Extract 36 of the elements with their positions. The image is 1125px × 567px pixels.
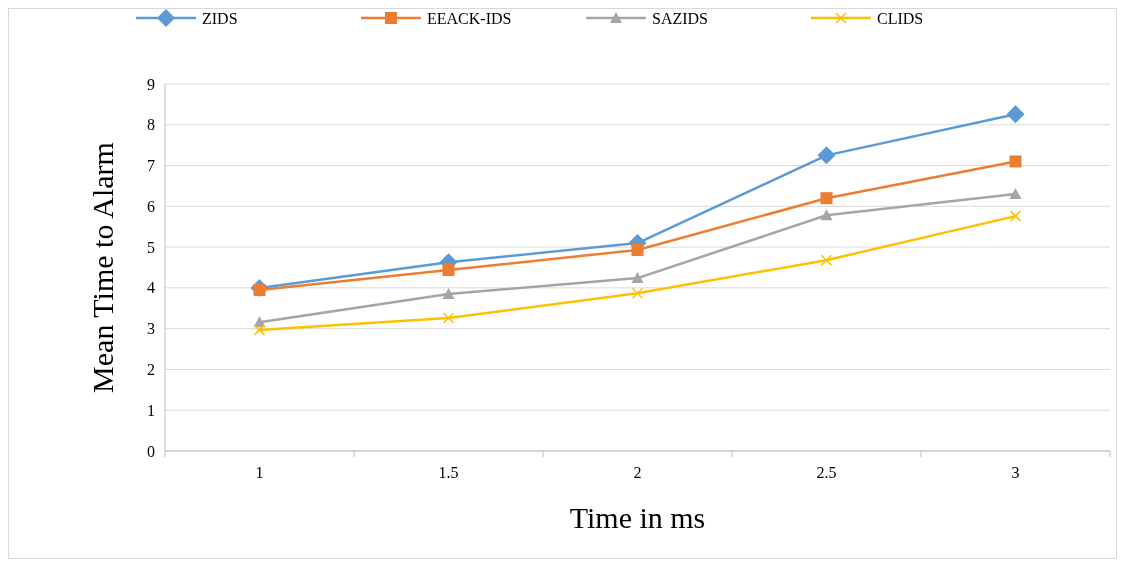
y-tick-label: 2 xyxy=(147,361,155,379)
y-tick-label: 7 xyxy=(147,157,155,175)
y-tick-label: 0 xyxy=(147,442,155,460)
point xyxy=(817,146,836,165)
point xyxy=(442,312,455,324)
x-tick-label: 2 xyxy=(633,464,642,481)
y-axis-title: Mean Time to Alarm xyxy=(86,142,119,393)
x-tick-label: 1.5 xyxy=(438,464,459,481)
y-tick-label: 5 xyxy=(147,238,155,256)
point xyxy=(253,324,266,336)
y-tick-label: 1 xyxy=(147,401,155,419)
x-tick-label: 1 xyxy=(255,464,264,481)
point xyxy=(820,254,833,266)
point xyxy=(1009,155,1022,168)
legend-label: ZIDS xyxy=(202,9,238,27)
y-tick-label: 6 xyxy=(147,197,155,215)
point xyxy=(631,243,644,256)
legend-label: EEACK-IDS xyxy=(427,9,512,27)
legend-label: SAZIDS xyxy=(652,9,709,27)
y-tick-label: 9 xyxy=(147,75,155,93)
point xyxy=(820,209,833,221)
y-tick-label: 3 xyxy=(147,320,155,338)
point xyxy=(1009,210,1022,222)
x-axis-title: Time in ms xyxy=(569,501,706,534)
point xyxy=(631,287,644,299)
point xyxy=(1006,105,1025,124)
x-tick-label: 3 xyxy=(1011,464,1020,481)
legend-label: CLIDS xyxy=(877,9,924,27)
point xyxy=(442,263,455,276)
point xyxy=(442,288,455,300)
y-tick-label: 4 xyxy=(147,279,155,297)
x-tick-label: 2.5 xyxy=(816,464,837,481)
y-tick-label: 8 xyxy=(147,116,155,134)
point xyxy=(820,192,833,205)
point xyxy=(631,272,644,284)
point xyxy=(1009,188,1022,200)
